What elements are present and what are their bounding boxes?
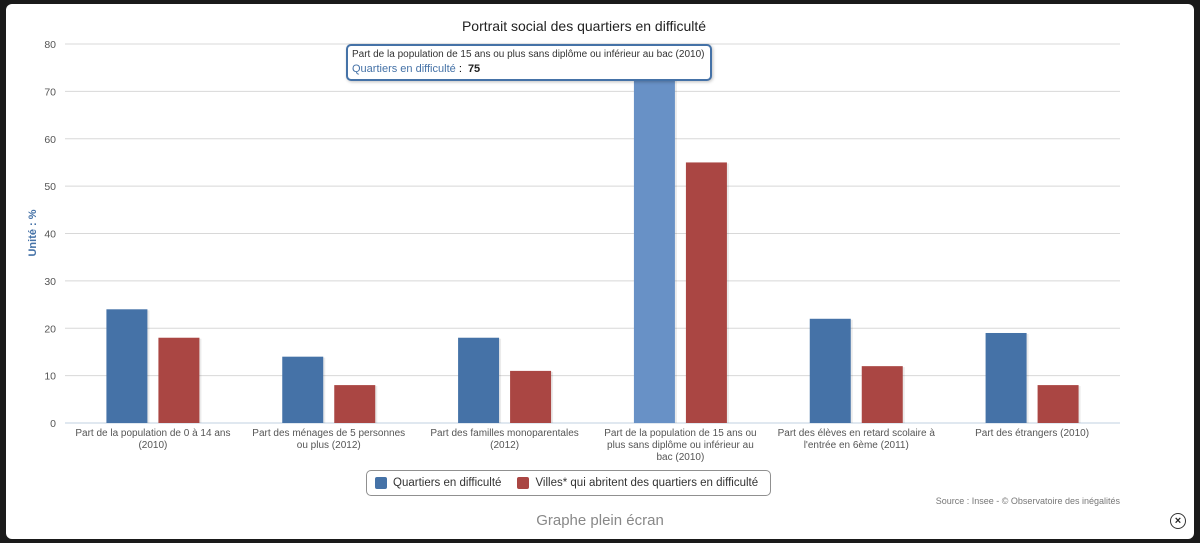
x-tick-label: Part des étrangers (2010) — [975, 428, 1089, 439]
tooltip-title: Part de la population de 15 ans ou plus … — [352, 49, 705, 60]
bar[interactable] — [685, 162, 727, 423]
bar[interactable] — [809, 318, 851, 423]
bar[interactable] — [510, 370, 552, 423]
legend-label-quartiers: Quartiers en difficulté — [393, 477, 502, 489]
bar[interactable] — [633, 67, 675, 423]
legend: Quartiers en difficulté Villes* qui abri… — [366, 470, 772, 496]
tooltip-separator: : — [458, 63, 462, 75]
bar[interactable] — [861, 366, 903, 423]
y-tick-label: 0 — [50, 418, 56, 430]
bar[interactable] — [985, 332, 1027, 423]
fullscreen-label[interactable]: Graphe plein écran — [536, 512, 664, 529]
legend-item-quartiers[interactable]: Quartiers en difficulté — [375, 477, 501, 489]
legend-label-villes: Villes* qui abritent des quartiers en di… — [535, 477, 759, 489]
x-tick-label: Part des familles monoparentales — [430, 428, 578, 439]
x-tick-label: plus sans diplôme ou inférieur au — [607, 440, 754, 451]
tooltip: Part de la population de 15 ans ou plus … — [346, 44, 713, 81]
legend-swatch-villes — [517, 477, 530, 489]
bar[interactable] — [158, 337, 200, 423]
chart-title: Portrait social des quartiers en difficu… — [462, 18, 706, 34]
x-tick-label: Part des ménages de 5 personnes — [252, 428, 405, 439]
y-tick-label: 70 — [44, 86, 56, 98]
bar[interactable] — [282, 356, 324, 423]
close-button[interactable]: × — [1170, 513, 1186, 529]
bar[interactable] — [458, 337, 500, 423]
x-tick-label: Part de la population de 15 ans ou — [604, 428, 756, 439]
legend-swatch-quartiers — [375, 477, 387, 489]
y-axis-title: Unité : % — [27, 209, 39, 256]
x-tick-label: ou plus (2012) — [297, 440, 361, 451]
y-tick-label: 50 — [44, 181, 56, 193]
y-tick-label: 60 — [44, 134, 56, 146]
bar[interactable] — [1037, 385, 1079, 423]
tooltip-series-name: Quartiers en difficulté — [352, 63, 456, 75]
x-tick-label: Part des élèves en retard scolaire à — [778, 428, 936, 439]
y-tick-label: 20 — [44, 323, 56, 335]
bar[interactable] — [334, 385, 376, 423]
chart-window — [6, 4, 1194, 539]
x-tick-label: l'entrée en 6ème (2011) — [804, 440, 909, 451]
source-credit: Source : Insee - © Observatoire des inég… — [935, 496, 1120, 506]
y-tick-label: 30 — [44, 276, 56, 288]
y-tick-label: 10 — [44, 371, 56, 383]
y-tick-label: 80 — [44, 39, 56, 51]
x-tick-label: (2010) — [138, 440, 167, 451]
x-tick-label: (2012) — [490, 440, 519, 451]
x-tick-label: Part de la population de 0 à 14 ans — [75, 428, 230, 439]
bar[interactable] — [106, 309, 148, 423]
tooltip-value: 75 — [467, 63, 481, 75]
y-tick-label: 40 — [44, 229, 56, 241]
x-tick-label: bac (2010) — [657, 452, 705, 463]
legend-item-villes[interactable]: Villes* qui abritent des quartiers en di… — [517, 477, 758, 489]
